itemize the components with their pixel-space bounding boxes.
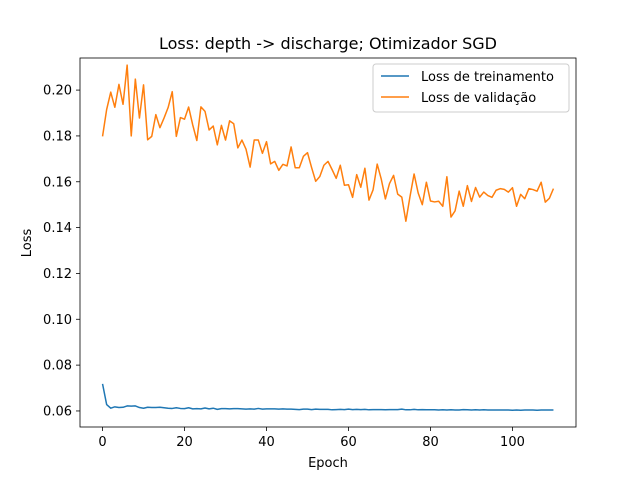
legend-box [372, 63, 570, 113]
y-axis-label: Loss [20, 229, 35, 258]
series-line-training [101, 383, 554, 412]
x-tick-label: 80 [422, 435, 439, 450]
y-tick-label: 0.16 [43, 175, 72, 190]
y-tick-label: 0.14 [43, 221, 72, 236]
y-tick-label: 0.08 [43, 359, 72, 374]
legend-label-training: Loss de treinamento [421, 70, 554, 85]
x-axis-label: Epoch [308, 456, 348, 471]
y-tick-label: 0.10 [43, 313, 72, 328]
chart-title: Loss: depth -> discharge; Otimizador SGD [159, 34, 497, 53]
y-axis-ticks: 0.06 0.08 0.10 0.12 0.14 0.16 0.18 0.20 [43, 84, 80, 419]
legend-label-validation: Loss de validação [421, 91, 536, 106]
x-axis-ticks: 0 20 40 60 80 100 [98, 427, 525, 450]
x-tick-label: 100 [500, 435, 525, 450]
plot-area [80, 58, 576, 427]
x-tick-label: 60 [340, 435, 357, 450]
plot-frame [79, 57, 577, 428]
series-layer [101, 64, 555, 412]
x-tick-label: 40 [258, 435, 275, 450]
y-tick-label: 0.12 [43, 267, 72, 282]
y-tick-label: 0.20 [43, 84, 72, 99]
x-tick-label: 20 [176, 435, 193, 450]
y-tick-label: 0.18 [43, 129, 72, 144]
x-tick-label: 0 [98, 435, 106, 450]
y-tick-label: 0.06 [43, 404, 72, 419]
legend: Loss de treinamento Loss de validação [372, 63, 570, 113]
series-line-validation [101, 64, 555, 222]
